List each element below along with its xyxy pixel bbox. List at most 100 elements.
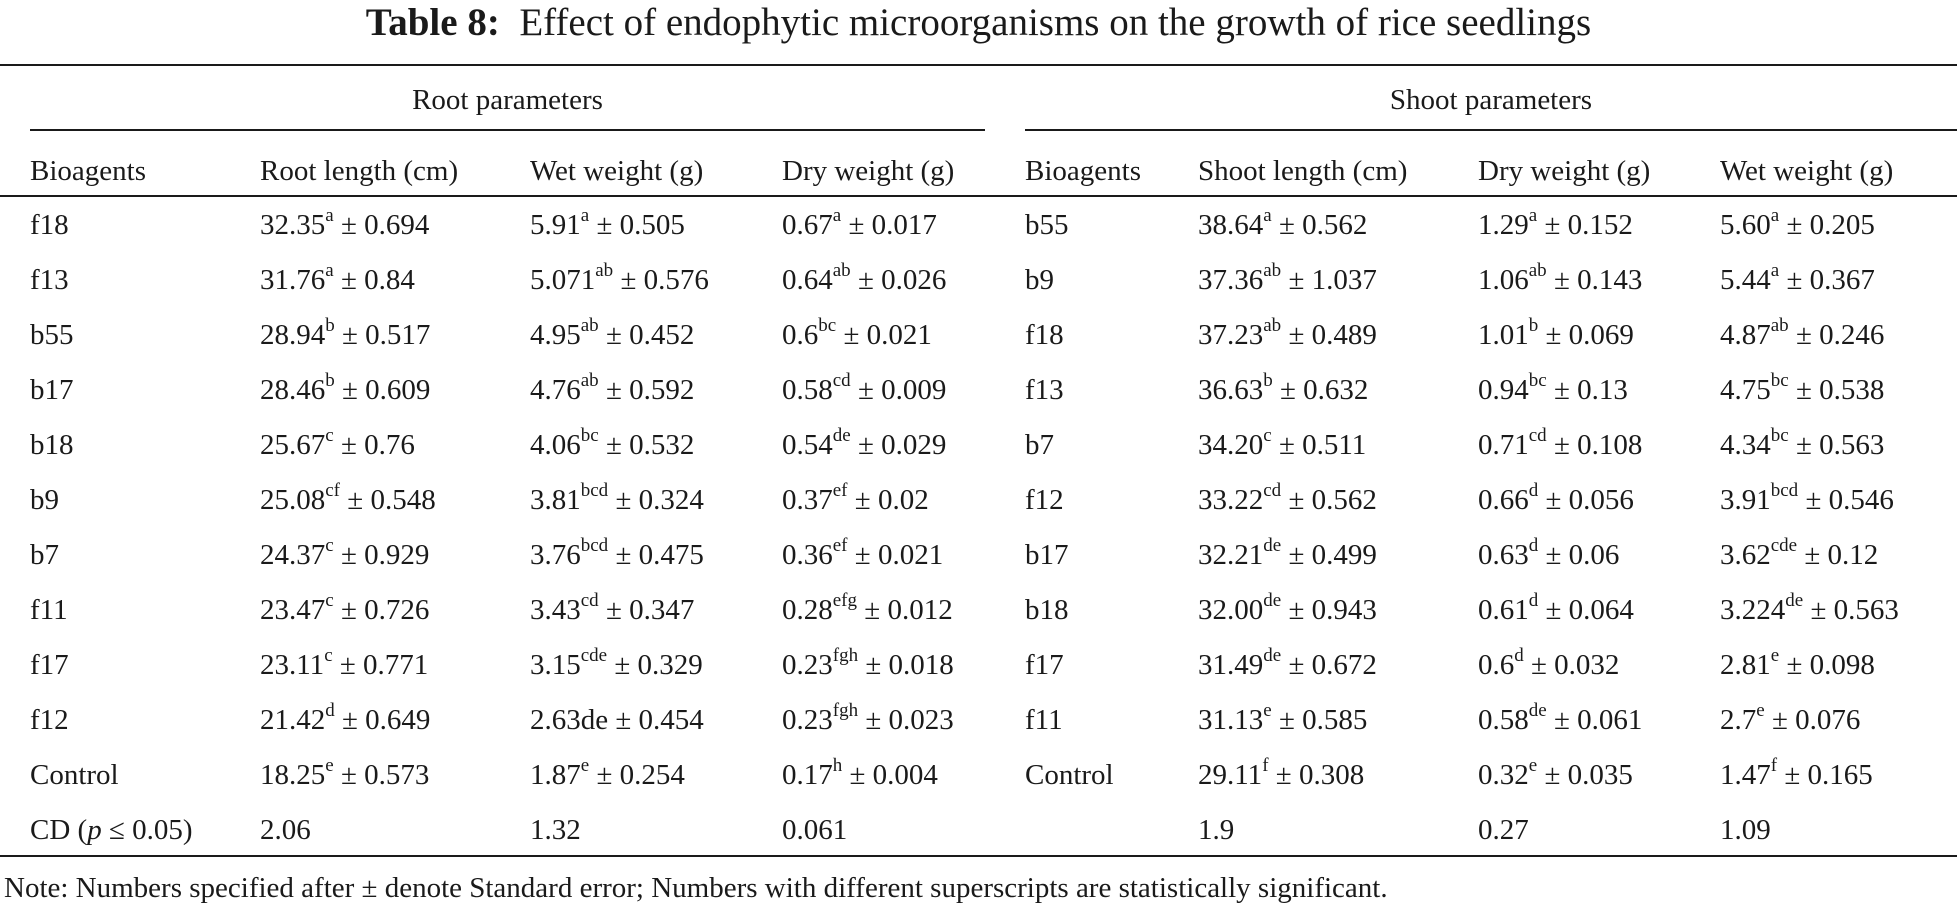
standard-error: 0.026 [881,264,947,296]
table-cell-shoot-dry-weight: 0.27 [1478,814,1529,846]
standard-error: 0.475 [638,539,704,571]
significance-superscript: c [325,425,334,447]
table-cell-root-wet-weight: 2.63de ± 0.454 [530,704,704,736]
significance-superscript: bc [818,315,837,337]
cell-value: 4.34 [1720,429,1771,461]
table-cell-root-dry-weight: 0.36ef ± 0.021 [782,535,944,571]
standard-error: 0.546 [1828,484,1894,516]
standard-error: 0.152 [1567,209,1633,241]
significance-superscript: bcd [580,480,609,502]
table-cell-shoot-dry-weight: 0.58de ± 0.061 [1478,700,1643,736]
significance-superscript: f [1262,755,1269,777]
significance-superscript: a [325,205,334,227]
significance-superscript: ef [832,480,848,502]
cell-value: 37.36 [1198,264,1264,296]
standard-error: 0.573 [364,759,430,791]
cell-value: 0.36 [782,539,833,571]
significance-superscript: b [325,315,335,337]
table-cell-shoot-wet-weight: 3.91bcd ± 0.546 [1720,480,1894,516]
table-cell-shoot-wet-weight: 2.81e ± 0.098 [1720,645,1875,681]
significance-superscript: d [1528,480,1539,502]
significance-superscript: ab [580,370,599,392]
table-cell-shoot-dry-weight: 0.32e ± 0.035 [1478,755,1633,791]
cell-value: 3.81 [530,484,581,516]
cell-value: 25.67 [260,429,326,461]
table-cell-shoot-wet-weight: 4.34bc ± 0.563 [1720,425,1885,461]
cell-value: 32.00 [1198,594,1264,626]
cell-value: 4.87 [1720,319,1771,351]
table-cell-root-dry-weight: 0.54de ± 0.029 [782,425,947,461]
significance-superscript: d [325,700,335,722]
column-header-root-length: Root length (cm) [260,155,459,187]
standard-error: 1.037 [1311,264,1377,296]
table-cell-root-length: 31.76a ± 0.84 [260,260,415,296]
standard-error: 0.165 [1807,759,1873,791]
table-cell-bioagent: Control [30,759,119,791]
cell-value: 21.42 [260,704,326,736]
table-cell-bioagent: f13 [1025,374,1064,406]
standard-error: 0.035 [1567,759,1633,791]
table-cell-bioagent: b18 [30,429,74,461]
shoot-group-underline [1025,129,1957,131]
significance-superscript: b [325,370,335,392]
significance-superscript: cd [1528,425,1547,447]
table-cell-shoot-dry-weight: 1.06ab ± 0.143 [1478,260,1643,296]
cell-value: 3.62 [1720,539,1771,571]
standard-error: 0.929 [364,539,430,571]
significance-superscript: c [325,590,334,612]
cell-value: 28.46 [260,374,326,406]
table-cell-root-wet-weight: 1.32 [530,814,581,846]
table-cell-shoot-length: 37.23ab ± 0.489 [1198,315,1377,351]
standard-error: 0.771 [363,649,429,681]
table-cell-root-length: 32.35a ± 0.694 [260,205,430,241]
cell-value: 0.6 [782,319,819,351]
significance-superscript: de [1785,590,1804,612]
standard-error: 0.021 [877,539,944,571]
significance-superscript: a [832,205,842,227]
group-header-root: Root parameters [412,84,603,116]
standard-error: 0.029 [881,429,947,461]
cell-value: 4.06 [530,429,581,461]
cell-value: 0.61 [1478,594,1529,626]
significance-superscript: cf [325,480,341,502]
significance-superscript: de [1263,590,1282,612]
significance-superscript: ab [832,260,851,282]
standard-error: 0.726 [364,594,430,626]
table-cell-root-dry-weight: 0.28efg ± 0.012 [782,590,953,626]
cell-value: 38.64 [1198,209,1264,241]
table-cell-bioagent: b9 [1025,264,1054,296]
significance-superscript: bcd [1770,480,1799,502]
table-cell-bioagent: f13 [30,264,69,296]
cell-value: 0.6 [1478,649,1515,681]
table-title: Table 8: Effect of endophytic microorgan… [0,0,1957,48]
standard-error: 0.205 [1809,209,1875,241]
table-cell-root-dry-weight: 0.061 [782,814,848,846]
table-cell-root-wet-weight: 3.81bcd ± 0.324 [530,480,704,516]
table-cell-root-length: 23.47c ± 0.726 [260,590,430,626]
significance-superscript: cd [1263,480,1282,502]
column-header-shoot-dry-weight: Dry weight (g) [1478,155,1651,187]
table-cell-shoot-dry-weight: 1.01b ± 0.069 [1478,315,1634,351]
table-cell-bioagent: b55 [30,319,74,351]
significance-superscript: bc [1528,370,1547,392]
cell-value: 1.87 [530,759,581,791]
table-cell-root-wet-weight: 1.87e ± 0.254 [530,755,685,791]
standard-error: 0.632 [1303,374,1369,406]
standard-error: 0.012 [887,594,953,626]
standard-error: 0.609 [365,374,431,406]
table-cell-shoot-wet-weight: 3.224de ± 0.563 [1720,590,1899,626]
standard-error: 0.004 [872,759,938,791]
table-cell-bioagent: f17 [30,649,69,681]
top-rule [0,64,1957,66]
standard-error: 0.12 [1827,539,1879,571]
table-cell-shoot-length: 37.36ab ± 1.037 [1198,260,1377,296]
table-cell-bioagent: Control [1025,759,1114,791]
bottom-rule [0,855,1957,857]
standard-error: 0.329 [637,649,703,681]
standard-error: 0.76 [364,429,415,461]
standard-error: 0.023 [888,704,954,736]
standard-error: 0.143 [1577,264,1643,296]
table-cell-shoot-length: 36.63b ± 0.632 [1198,370,1369,406]
header-rule [0,195,1957,197]
table-cell-shoot-length: 33.22cd ± 0.562 [1198,480,1377,516]
